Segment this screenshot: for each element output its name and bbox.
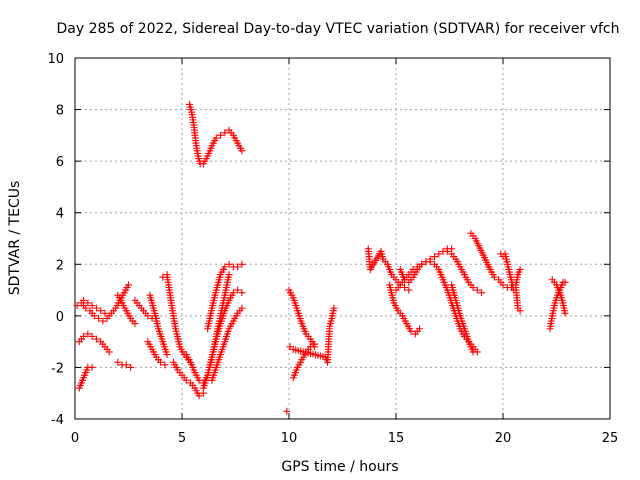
data-point [238, 260, 246, 268]
data-point [225, 271, 233, 279]
y-tick-label: 2 [56, 258, 64, 273]
data-point [469, 348, 477, 356]
data-point [82, 304, 90, 312]
data-point [229, 289, 237, 297]
y-axis-label: SDTVAR / TECUs [7, 181, 23, 296]
data-point [101, 309, 109, 317]
data-point [416, 325, 424, 333]
data-point [409, 265, 417, 273]
data-point [238, 304, 246, 312]
y-tick-label: 10 [47, 52, 64, 67]
data-point [221, 263, 229, 271]
data-point [516, 307, 524, 315]
data-point [84, 299, 92, 307]
data-point [234, 286, 242, 294]
x-tick-label: 0 [71, 431, 79, 446]
data-point [105, 348, 113, 356]
data-point [195, 392, 203, 400]
data-point [407, 327, 415, 335]
x-tick-label: 25 [602, 431, 619, 446]
data-point [435, 250, 443, 258]
data-point [405, 286, 413, 294]
x-tick-label: 20 [495, 431, 512, 446]
data-point [401, 283, 409, 291]
data-point [516, 265, 524, 273]
data-point [234, 263, 242, 271]
data-point [88, 363, 96, 371]
data-points [73, 100, 569, 415]
data-point [473, 286, 481, 294]
data-point [561, 278, 569, 286]
x-tick-label: 5 [178, 431, 186, 446]
y-tick-label: 8 [56, 104, 64, 119]
data-point [92, 335, 100, 343]
data-point [97, 307, 105, 315]
data-point [88, 332, 96, 340]
plot-frame [74, 57, 611, 420]
chart-title: Day 285 of 2022, Sidereal Day-to-day VTE… [56, 21, 619, 37]
data-point [80, 332, 88, 340]
data-point [217, 131, 225, 139]
y-tick-label: -4 [51, 413, 64, 428]
data-point [431, 253, 439, 261]
data-point [144, 312, 152, 320]
data-point [125, 281, 132, 289]
data-point [413, 263, 421, 271]
data-point [238, 289, 246, 297]
axis-ticks: 0 5 10 15 20 25 -4 -2 0 2 4 6 8 10 [47, 52, 618, 446]
data-point [88, 302, 96, 310]
x-tick-label: 15 [388, 431, 405, 446]
data-point [99, 317, 107, 325]
data-point [478, 289, 486, 297]
data-point [80, 296, 88, 304]
data-point [443, 247, 451, 255]
grid [75, 58, 610, 419]
data-point [157, 358, 165, 366]
data-point [131, 320, 139, 328]
data-point [490, 273, 498, 281]
data-point [127, 363, 135, 371]
data-point [90, 312, 98, 320]
data-point [499, 281, 507, 289]
data-point [73, 302, 81, 310]
data-point [561, 309, 569, 317]
x-tick-label: 10 [281, 431, 298, 446]
data-point [306, 343, 314, 351]
data-point [161, 361, 169, 369]
data-point [95, 314, 103, 322]
y-tick-label: 4 [56, 207, 64, 222]
data-point [426, 255, 434, 263]
data-point [283, 407, 291, 415]
data-point [238, 147, 246, 155]
data-point [221, 129, 229, 137]
data-point [225, 260, 233, 268]
data-point [163, 351, 171, 359]
data-point [311, 340, 319, 348]
data-point [330, 304, 338, 312]
data-point [122, 361, 130, 369]
y-tick-label: 0 [56, 310, 64, 325]
x-axis-label: GPS time / hours [281, 459, 398, 475]
y-tick-label: -2 [51, 361, 64, 376]
y-tick-label: 6 [56, 155, 64, 170]
data-point [84, 330, 92, 338]
data-point [418, 260, 426, 268]
data-point [182, 376, 190, 384]
data-point [469, 283, 477, 291]
data-point [212, 134, 220, 142]
data-point [422, 258, 430, 266]
data-point [114, 358, 122, 366]
data-point [92, 304, 100, 312]
